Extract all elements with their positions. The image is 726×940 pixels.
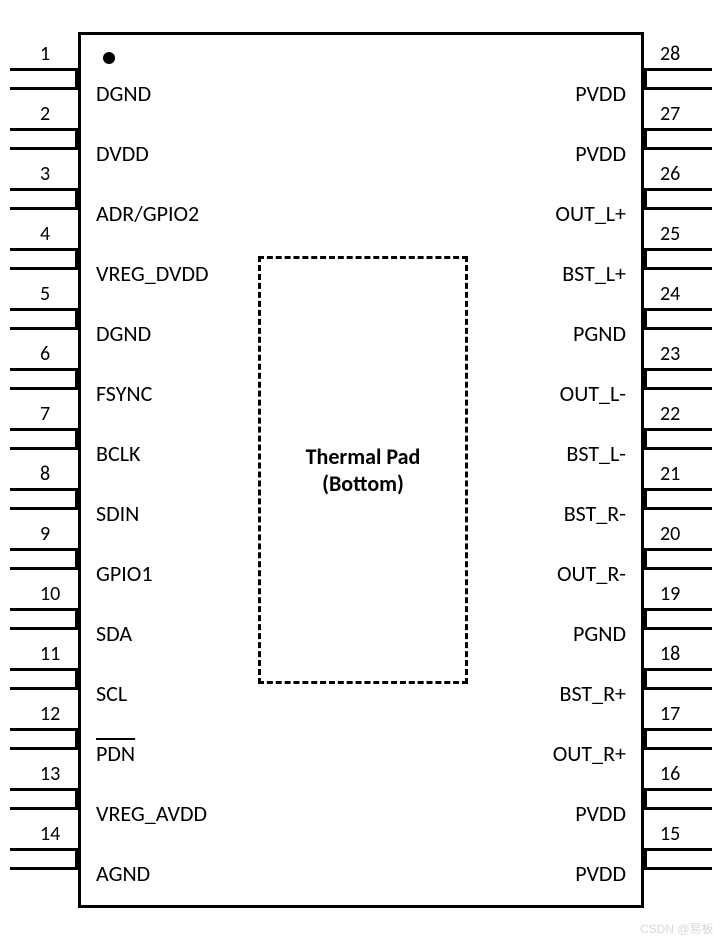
- pin-label: DGND: [96, 80, 151, 107]
- watermark-text: CSDN @易板: [640, 922, 714, 936]
- pin-rect: [644, 668, 712, 690]
- pin-rect: [10, 68, 78, 90]
- pin-rect: [644, 128, 712, 150]
- thermal-pad-line1: Thermal Pad: [306, 443, 421, 470]
- pin-label: ADR/GPIO2: [96, 200, 199, 227]
- pin-number: 15: [660, 822, 680, 846]
- pin-label: DGND: [96, 320, 151, 347]
- pin-label: FSYNC: [96, 380, 152, 407]
- pin-rect: [10, 188, 78, 210]
- thermal-pad: Thermal Pad (Bottom): [258, 256, 468, 684]
- pin-rect: [644, 488, 712, 510]
- pin-rect: [10, 248, 78, 270]
- pin-rect: [10, 488, 78, 510]
- pin-label: PVDD: [575, 140, 626, 167]
- pin-rect: [644, 848, 712, 870]
- pin-rect: [644, 68, 712, 90]
- pin-label: OUT_L-: [560, 380, 626, 407]
- pin-number: 14: [40, 822, 60, 846]
- pin-label: AGND: [96, 860, 150, 887]
- pin-number: 25: [660, 222, 680, 246]
- pin-rect: [644, 248, 712, 270]
- pin-number: 18: [660, 642, 680, 666]
- pin-number: 2: [40, 102, 50, 126]
- pin-label: BST_R-: [564, 500, 626, 527]
- pin-number: 9: [40, 522, 50, 546]
- pin-rect: [644, 308, 712, 330]
- pin-number: 13: [40, 762, 60, 786]
- pin-label: BST_L+: [562, 260, 626, 287]
- thermal-pad-line2: (Bottom): [322, 470, 404, 497]
- pin-rect: [644, 608, 712, 630]
- watermark: CSDN @易板: [640, 920, 714, 937]
- pin-number: 5: [40, 282, 50, 306]
- pin-label: BCLK: [96, 440, 140, 467]
- pin-rect: [644, 728, 712, 750]
- pin-rect: [10, 308, 78, 330]
- pin-rect: [644, 428, 712, 450]
- diagram-canvas: Thermal Pad (Bottom) 1 DGND 2 DVDD 3 ADR/GPIO…: [0, 0, 726, 940]
- pin-rect: [10, 728, 78, 750]
- pin-label: PGND: [573, 320, 626, 347]
- pin-label: VREG_DVDD: [96, 260, 209, 287]
- pin-number: 27: [660, 102, 680, 126]
- pin-number: 24: [660, 282, 680, 306]
- pin-label: PVDD: [575, 800, 626, 827]
- pin-label: PVDD: [575, 860, 626, 887]
- pin-label: PDN: [96, 740, 135, 767]
- pin-rect: [10, 668, 78, 690]
- pin-rect: [10, 128, 78, 150]
- pin-number: 26: [660, 162, 680, 186]
- pin-rect: [644, 188, 712, 210]
- pin-number: 20: [660, 522, 680, 546]
- pin-label: SDIN: [96, 500, 139, 527]
- pin-rect: [10, 548, 78, 570]
- pin-label: OUT_R+: [553, 740, 626, 767]
- pin-label: SCL: [96, 680, 127, 707]
- pin-number: 17: [660, 702, 680, 726]
- pin-label: BST_L-: [566, 440, 626, 467]
- pin-number: 28: [660, 42, 680, 66]
- pin-rect: [10, 848, 78, 870]
- pin-rect: [10, 368, 78, 390]
- pin-number: 3: [40, 162, 50, 186]
- pin-number: 21: [660, 462, 680, 486]
- pin-label: PGND: [573, 620, 626, 647]
- pin-label: OUT_L+: [555, 200, 626, 227]
- pin-label: GPIO1: [96, 560, 153, 587]
- pin-number: 22: [660, 402, 680, 426]
- pin-rect: [10, 788, 78, 810]
- pin-number: 12: [40, 702, 60, 726]
- pin-number: 8: [40, 462, 50, 486]
- pin-number: 11: [40, 642, 60, 666]
- pin-number: 6: [40, 342, 50, 366]
- pin-label: VREG_AVDD: [96, 800, 207, 827]
- pin-number: 23: [660, 342, 680, 366]
- pin-number: 10: [40, 582, 60, 606]
- pin-label: DVDD: [96, 140, 149, 167]
- pin-label: OUT_R-: [557, 560, 626, 587]
- pin-rect: [10, 428, 78, 450]
- pin-rect: [644, 368, 712, 390]
- pin-number: 7: [40, 402, 50, 426]
- pin1-dot: [103, 52, 115, 64]
- pin-rect: [10, 608, 78, 630]
- pin-number: 4: [40, 222, 50, 246]
- pin-rect: [644, 548, 712, 570]
- pin-label: PVDD: [575, 80, 626, 107]
- pin-number: 16: [660, 762, 680, 786]
- pin-number: 19: [660, 582, 680, 606]
- pin-label: SDA: [96, 620, 132, 647]
- pin-number: 1: [40, 42, 50, 66]
- pin-label: BST_R+: [559, 680, 626, 707]
- pin-rect: [644, 788, 712, 810]
